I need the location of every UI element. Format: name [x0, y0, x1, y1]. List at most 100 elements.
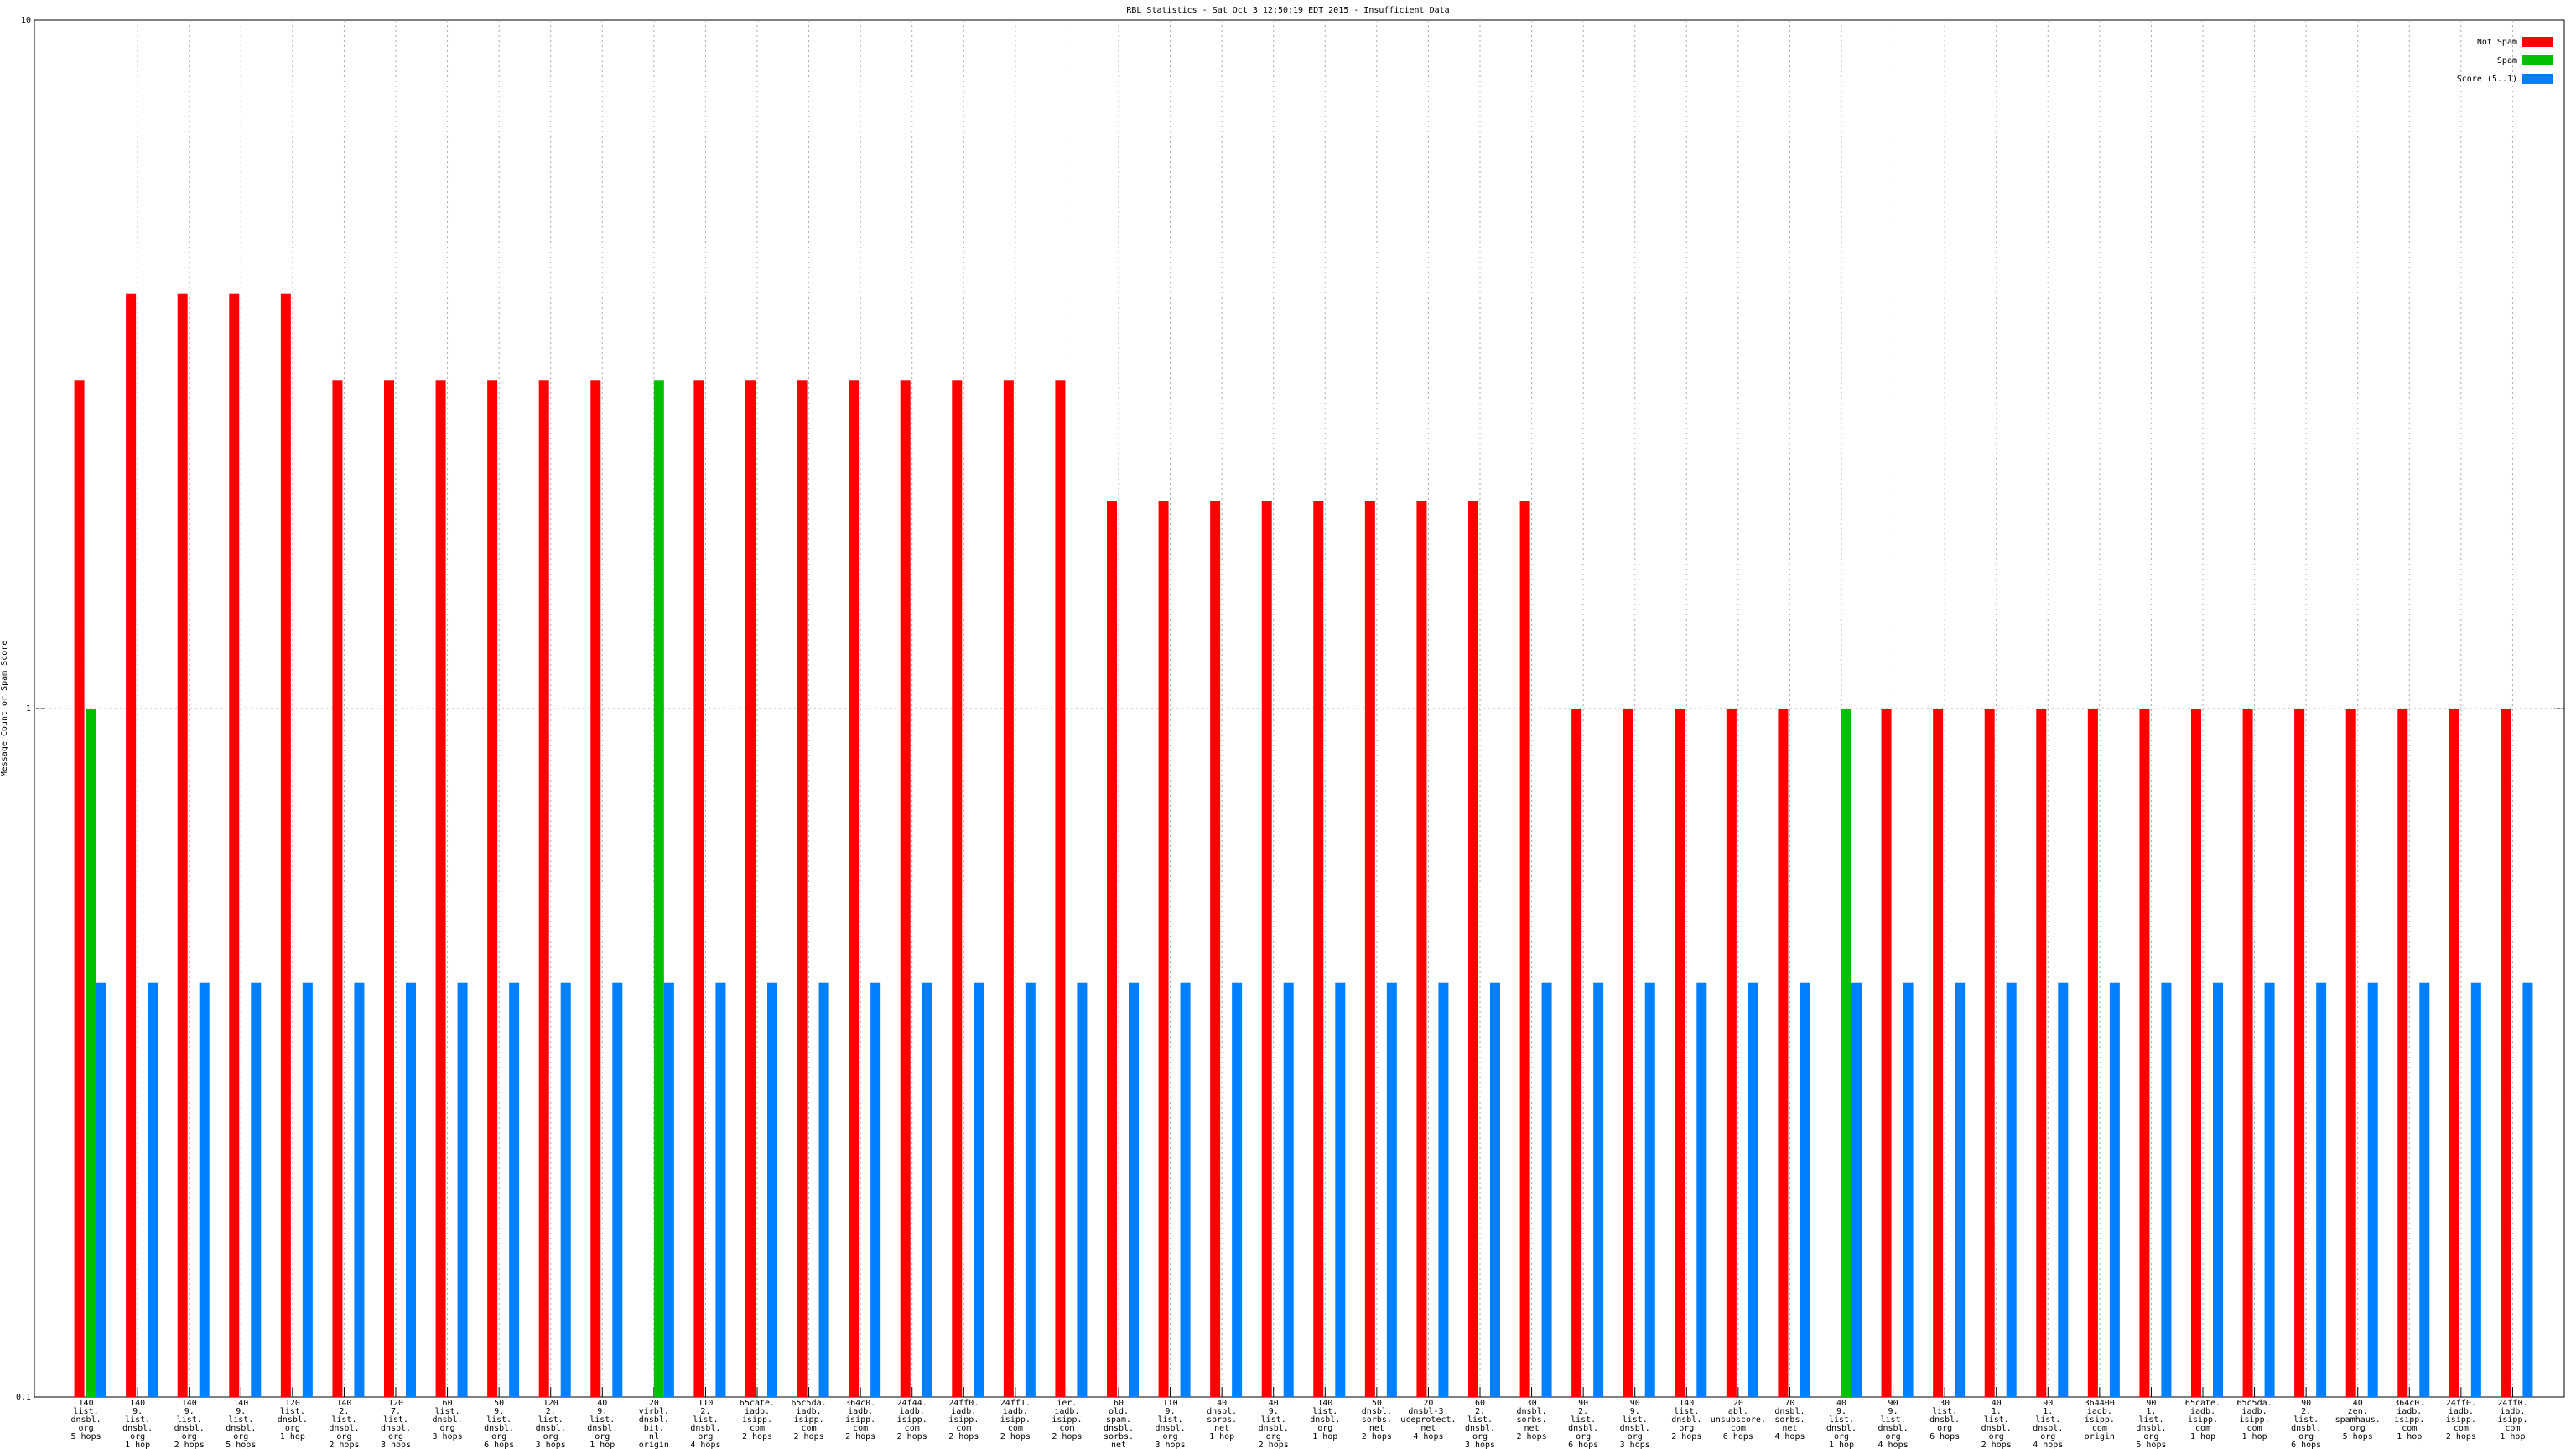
x-tick-label: sorbs. — [1362, 1415, 1392, 1425]
x-tick-label: 110 — [698, 1399, 713, 1408]
x-tick-label: 2 hops — [845, 1432, 875, 1441]
bar — [199, 982, 210, 1397]
bar — [1490, 982, 1500, 1397]
y-axis-label: Message Count or Spam Score — [0, 641, 9, 777]
x-tick-label: dnsbl. — [1929, 1415, 1960, 1425]
x-tick-label: 6 hops — [1723, 1432, 1753, 1441]
x-tick-label: dnsbl. — [536, 1424, 566, 1433]
x-tick-label: dnsbl. — [2291, 1424, 2321, 1433]
legend-label: Spam — [2497, 56, 2517, 65]
x-tick-label: isipp. — [2394, 1415, 2424, 1425]
bar — [302, 982, 313, 1397]
bar — [2139, 709, 2150, 1397]
x-tick-label: 4 hops — [1774, 1432, 1805, 1441]
x-tick-label: bit. — [644, 1424, 664, 1433]
x-tick-label: list. — [538, 1415, 564, 1425]
bar — [952, 380, 963, 1397]
x-tick-label: net — [1782, 1424, 1797, 1433]
y-tick-label: 1 — [26, 704, 31, 714]
x-tick-label: 40 — [597, 1399, 607, 1408]
bar — [1644, 982, 1655, 1397]
x-tick-label: com — [2505, 1424, 2520, 1433]
x-tick-label: 1 hop — [2242, 1432, 2267, 1441]
bar — [715, 982, 726, 1397]
x-tick-label: 40 — [1269, 1399, 1279, 1408]
x-tick-label: org — [2298, 1432, 2314, 1441]
bar — [1675, 709, 1685, 1397]
x-tick-label: 40 — [1992, 1399, 2002, 1408]
bar — [457, 982, 468, 1397]
x-tick-label: 9. — [494, 1407, 504, 1416]
x-tick-label: 5 hops — [71, 1432, 101, 1441]
bar — [1416, 501, 1427, 1397]
legend-swatch — [2522, 37, 2553, 47]
x-tick-label: dnsbl. — [329, 1424, 359, 1433]
bar — [1541, 982, 1552, 1397]
x-tick-label: 65c5da. — [2236, 1399, 2272, 1408]
x-tick-label: 65c5da. — [791, 1399, 826, 1408]
bar — [1933, 709, 1944, 1397]
x-tick-label: 1 hop — [589, 1441, 615, 1449]
x-tick-label: 140 — [336, 1399, 351, 1408]
bar — [1335, 982, 1346, 1397]
x-tick-label: org — [1266, 1432, 1281, 1441]
legend-label: Score (5..1) — [2457, 75, 2517, 84]
bar — [74, 380, 85, 1397]
x-tick-label: org — [543, 1432, 558, 1441]
x-tick-label: org — [1937, 1424, 1952, 1433]
bar — [2087, 709, 2098, 1397]
x-tick-label: 1 hop — [1312, 1432, 1337, 1441]
x-tick-label: 4 hops — [2033, 1441, 2063, 1449]
y-tick-label: 10 — [21, 16, 31, 25]
x-tick-label: zen. — [2348, 1407, 2368, 1416]
x-tick-label: 9. — [1888, 1407, 1898, 1416]
bar — [1955, 982, 1966, 1397]
bar — [2501, 709, 2511, 1397]
x-tick-label: net — [1524, 1424, 1540, 1433]
x-tick-label: 120 — [543, 1399, 558, 1408]
x-tick-label: sorbs. — [1517, 1415, 1547, 1425]
x-tick-label: 2 hops — [1000, 1432, 1031, 1441]
x-tick-label: net — [1214, 1424, 1229, 1433]
bar — [177, 293, 188, 1397]
x-tick-label: dnsbl. — [690, 1424, 720, 1433]
bar — [487, 380, 498, 1397]
x-tick-label: list. — [2293, 1415, 2319, 1425]
x-tick-label: org — [1576, 1432, 1591, 1441]
x-tick-label: 3 hops — [381, 1441, 411, 1449]
x-tick-label: dnsbl. — [1465, 1424, 1495, 1433]
x-tick-label: org — [388, 1432, 403, 1441]
bar — [1180, 982, 1191, 1397]
x-tick-label: com — [956, 1424, 971, 1433]
bar — [1748, 982, 1758, 1397]
legend-label: Not Spam — [2477, 38, 2517, 47]
x-tick-label: 20 — [649, 1399, 659, 1408]
x-tick-label: 9. — [1836, 1407, 1846, 1416]
bar — [1903, 982, 1914, 1397]
x-tick-label: iadb. — [745, 1407, 770, 1416]
x-tick-label: 9. — [1630, 1407, 1640, 1416]
bar — [1696, 982, 1707, 1397]
x-tick-label: dnsbl. — [174, 1424, 205, 1433]
x-tick-label: 3 hops — [536, 1441, 566, 1449]
x-tick-label: iadb. — [900, 1407, 925, 1416]
x-tick-label: dnsbl. — [1671, 1415, 1701, 1425]
x-tick-label: 65cate. — [2185, 1399, 2220, 1408]
x-tick-label: list. — [2138, 1415, 2163, 1425]
x-tick-label: 1 hop — [2190, 1432, 2215, 1441]
x-tick-label: 60 — [443, 1399, 453, 1408]
x-tick-label: 364400 — [2085, 1399, 2115, 1408]
x-tick-label: 9. — [184, 1407, 195, 1416]
x-tick-label: dnsbl. — [1104, 1424, 1134, 1433]
x-tick-label: 140 — [79, 1399, 94, 1408]
x-tick-label: 6 hops — [1929, 1432, 1960, 1441]
bar — [2294, 709, 2305, 1397]
x-tick-label: isipp. — [948, 1415, 979, 1425]
x-tick-label: dnsbl. — [381, 1424, 411, 1433]
x-tick-label: com — [905, 1424, 920, 1433]
x-tick-label: org — [233, 1432, 248, 1441]
x-tick-label: 2. — [2301, 1407, 2311, 1416]
x-tick-label: isipp. — [2446, 1415, 2476, 1425]
x-tick-label: net — [1369, 1424, 1384, 1433]
